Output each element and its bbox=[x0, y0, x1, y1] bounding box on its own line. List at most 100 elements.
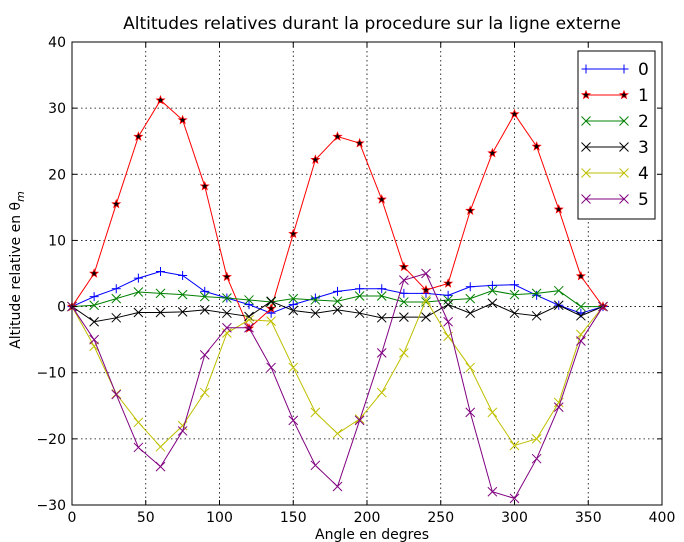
data-point bbox=[377, 284, 387, 294]
data-point bbox=[332, 428, 343, 439]
data-point bbox=[266, 303, 277, 313]
data-point bbox=[111, 389, 122, 400]
data-point bbox=[531, 453, 542, 464]
series-4 bbox=[67, 295, 608, 452]
data-point bbox=[553, 285, 564, 296]
data-point bbox=[310, 154, 321, 165]
data-point bbox=[89, 300, 99, 311]
data-point bbox=[332, 305, 343, 315]
legend-box bbox=[577, 50, 656, 220]
data-point bbox=[310, 460, 321, 471]
data-point bbox=[531, 434, 542, 444]
y-tick-label: 20 bbox=[48, 167, 66, 183]
data-point bbox=[178, 270, 188, 280]
series-1 bbox=[66, 94, 609, 333]
data-point bbox=[310, 293, 320, 303]
data-point bbox=[465, 293, 476, 304]
y-tick-label: 40 bbox=[48, 35, 66, 51]
data-point bbox=[576, 336, 586, 346]
legend-marker bbox=[581, 64, 591, 74]
legend-label: 1 bbox=[638, 86, 649, 106]
data-point bbox=[354, 308, 365, 319]
legend-label: 2 bbox=[638, 112, 649, 132]
legend-marker bbox=[619, 168, 629, 178]
legend-marker bbox=[619, 142, 629, 152]
data-point bbox=[465, 407, 476, 418]
legend-marker bbox=[581, 142, 591, 152]
data-point bbox=[465, 205, 476, 215]
data-point bbox=[575, 270, 586, 281]
series-layer bbox=[66, 94, 609, 504]
data-point bbox=[465, 362, 476, 373]
legend-marker bbox=[581, 194, 591, 204]
data-point bbox=[509, 108, 520, 119]
x-tick-label: 50 bbox=[137, 510, 155, 526]
legend-item: 2 bbox=[581, 112, 649, 132]
data-point bbox=[177, 420, 188, 431]
series-line-4 bbox=[71, 298, 604, 448]
data-point bbox=[443, 299, 453, 310]
legend-item: 4 bbox=[581, 164, 649, 184]
x-tick-label: 300 bbox=[501, 510, 528, 526]
x-tick-label: 0 bbox=[68, 510, 77, 526]
data-point bbox=[244, 300, 254, 310]
legend-item: 3 bbox=[581, 138, 649, 158]
data-point bbox=[222, 328, 232, 338]
legend-label: 4 bbox=[638, 164, 649, 184]
data-point bbox=[531, 288, 542, 299]
data-point bbox=[333, 286, 342, 296]
data-point bbox=[576, 301, 586, 312]
data-point bbox=[156, 267, 165, 277]
data-point bbox=[133, 307, 144, 318]
data-point bbox=[376, 348, 387, 358]
y-axis-label-main: Altitude relative en θ bbox=[8, 202, 24, 349]
data-point bbox=[266, 362, 276, 373]
data-point bbox=[376, 312, 387, 323]
data-point bbox=[310, 295, 321, 305]
data-point bbox=[354, 415, 365, 426]
y-tick-label: 0 bbox=[57, 300, 66, 316]
data-point bbox=[133, 273, 143, 283]
data-point bbox=[332, 481, 343, 492]
data-point bbox=[288, 362, 299, 373]
data-point bbox=[155, 461, 166, 472]
data-point bbox=[222, 308, 232, 319]
data-point bbox=[89, 316, 99, 327]
y-tick-label: 10 bbox=[48, 233, 66, 249]
legend-item: 5 bbox=[581, 190, 649, 210]
data-point bbox=[509, 289, 520, 300]
data-point bbox=[199, 305, 210, 315]
data-point bbox=[399, 288, 409, 298]
data-point bbox=[89, 292, 99, 302]
data-point bbox=[111, 312, 122, 323]
data-point bbox=[332, 296, 343, 307]
data-point bbox=[465, 308, 476, 319]
data-point bbox=[222, 322, 232, 333]
data-point bbox=[399, 348, 409, 358]
data-point bbox=[443, 295, 453, 305]
data-point bbox=[199, 387, 210, 398]
data-point bbox=[420, 284, 432, 295]
data-point bbox=[133, 442, 144, 453]
y-axis-label: Altitude relative en θm bbox=[8, 191, 27, 349]
data-point bbox=[465, 282, 475, 292]
data-point bbox=[155, 307, 166, 318]
data-point bbox=[133, 417, 144, 428]
x-tick-label: 200 bbox=[354, 510, 381, 526]
data-point bbox=[177, 114, 188, 125]
y-axis-label-subscript: m bbox=[14, 191, 27, 202]
data-point bbox=[598, 301, 608, 312]
data-point bbox=[553, 204, 564, 214]
legend-label: 0 bbox=[638, 60, 649, 80]
x-tick-label: 100 bbox=[206, 510, 233, 526]
data-point bbox=[89, 268, 100, 278]
data-point bbox=[222, 293, 232, 303]
legend-marker bbox=[580, 89, 592, 100]
data-point bbox=[376, 194, 387, 204]
data-point bbox=[443, 316, 453, 327]
data-point bbox=[89, 334, 99, 345]
y-tick-label: −20 bbox=[36, 432, 66, 448]
data-point bbox=[487, 407, 498, 418]
data-point bbox=[111, 293, 122, 304]
